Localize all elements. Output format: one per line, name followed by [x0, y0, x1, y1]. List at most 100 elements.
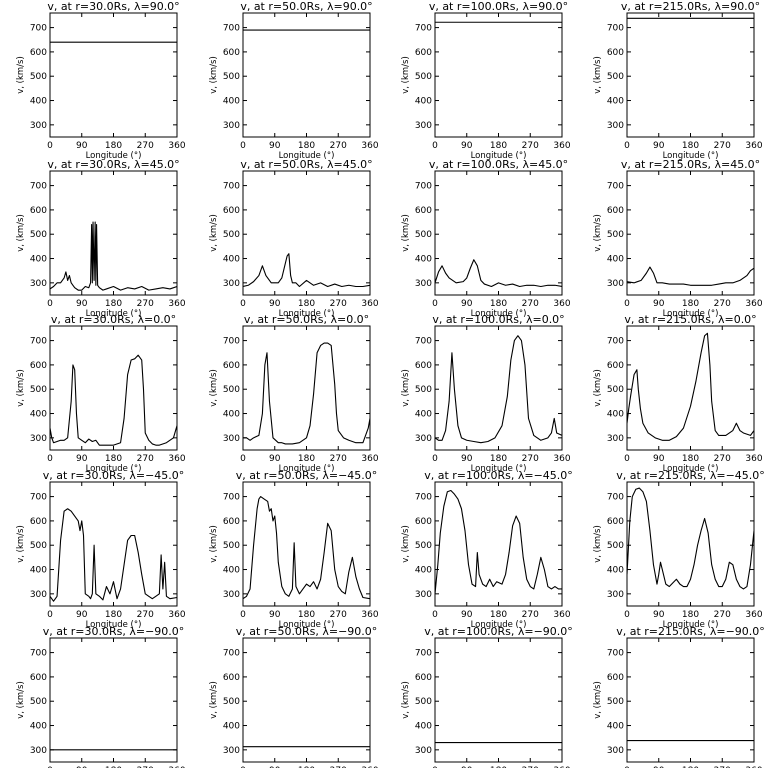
panel-title: v, at r=30.0Rs, λ=90.0°: [47, 0, 179, 13]
y-tick-label: 500: [30, 697, 47, 707]
y-tick-label: 600: [30, 361, 47, 371]
y-tick-label: 700: [30, 649, 47, 659]
y-tick-label: 500: [607, 72, 624, 82]
x-tick-label: 360: [361, 141, 378, 151]
x-tick-label: 90: [76, 610, 88, 620]
plot-frame: [434, 481, 563, 607]
x-tick-label: 360: [553, 141, 570, 151]
y-tick-label: 600: [415, 517, 432, 527]
y-axis-label: v, (km/s): [209, 56, 219, 94]
x-axis-label: Longitude (°): [471, 620, 527, 630]
panel-title: v, at r=30.0Rs, λ=−45.0°: [43, 469, 185, 482]
panel-title: v, at r=50.0Rs, λ=−90.0°: [236, 625, 378, 638]
panel-2: v, at r=50.0Rs, λ=90.0° 0 90 180 270 360 300 40…: [209, 0, 379, 161]
panel-title: v, at r=50.0Rs, λ=45.0°: [240, 158, 372, 171]
y-tick-label: 600: [415, 361, 432, 371]
y-tick-label: 700: [30, 493, 47, 503]
x-tick-label: 360: [168, 141, 185, 151]
x-tick-label: 0: [432, 299, 438, 309]
panel-12: v, at r=215.0Rs, λ=0.0° 0 90 180 270 360 300 40…: [593, 313, 763, 474]
y-tick-label: 300: [30, 121, 47, 131]
x-tick-label: 270: [522, 299, 539, 309]
panel-13: v, at r=30.0Rs, λ=−45.0° 0 90 180 270 360 300 4…: [16, 469, 186, 630]
x-tick-label: 90: [76, 454, 88, 464]
x-tick-label: 0: [624, 454, 630, 464]
x-tick-label: 180: [682, 454, 699, 464]
x-tick-label: 270: [330, 141, 347, 151]
plot-frame: [242, 12, 371, 138]
y-tick-label: 400: [30, 722, 47, 732]
panel-title: v, at r=100.0Rs, λ=90.0°: [429, 0, 568, 13]
plot-frame: [242, 637, 371, 763]
y-tick-label: 500: [223, 72, 240, 82]
y-tick-label: 500: [415, 385, 432, 395]
y-axis-label: v, (km/s): [401, 369, 411, 407]
x-tick-label: 180: [682, 141, 699, 151]
x-tick-label: 90: [269, 141, 281, 151]
x-tick-label: 360: [553, 610, 570, 620]
x-tick-label: 0: [624, 299, 630, 309]
plot-frame: [626, 170, 755, 296]
y-tick-label: 500: [223, 385, 240, 395]
x-tick-label: 270: [330, 454, 347, 464]
x-tick-label: 270: [714, 141, 731, 151]
x-tick-label: 360: [745, 299, 762, 309]
panel-title: v, at r=215.0Rs, λ=−90.0°: [616, 625, 765, 638]
x-tick-label: 0: [47, 299, 53, 309]
y-tick-label: 300: [415, 434, 432, 444]
x-tick-label: 0: [624, 141, 630, 151]
y-tick-label: 400: [30, 97, 47, 107]
x-tick-label: 0: [432, 141, 438, 151]
series-line: [627, 266, 754, 286]
y-tick-label: 400: [223, 566, 240, 576]
y-tick-label: 500: [607, 385, 624, 395]
x-tick-label: 180: [490, 299, 507, 309]
panel-6: v, at r=50.0Rs, λ=45.0° 0 90 180 270 360 300 40…: [209, 158, 379, 319]
x-tick-label: 360: [361, 610, 378, 620]
x-tick-label: 360: [745, 141, 762, 151]
x-tick-label: 90: [461, 141, 473, 151]
x-tick-label: 270: [522, 610, 539, 620]
y-tick-label: 700: [607, 182, 624, 192]
panel-3: v, at r=100.0Rs, λ=90.0° 0 90 180 270 360 300 4…: [401, 0, 571, 161]
y-axis-label: v, (km/s): [16, 525, 26, 563]
y-tick-label: 600: [30, 673, 47, 683]
x-tick-label: 360: [553, 454, 570, 464]
x-tick-label: 180: [105, 610, 122, 620]
x-tick-label: 180: [298, 141, 315, 151]
y-tick-label: 400: [223, 255, 240, 265]
y-tick-label: 300: [223, 746, 240, 756]
x-tick-label: 360: [745, 454, 762, 464]
panel-11: v, at r=100.0Rs, λ=0.0° 0 90 180 270 360 300 40…: [401, 313, 571, 474]
y-axis-label: v, (km/s): [593, 525, 603, 563]
x-tick-label: 90: [269, 610, 281, 620]
y-tick-label: 500: [415, 230, 432, 240]
y-tick-label: 700: [223, 337, 240, 347]
plot-frame: [434, 170, 563, 296]
y-tick-label: 400: [607, 722, 624, 732]
panel-title: v, at r=215.0Rs, λ=0.0°: [624, 313, 756, 326]
y-tick-label: 700: [415, 493, 432, 503]
y-tick-label: 600: [415, 48, 432, 58]
x-tick-label: 0: [47, 454, 53, 464]
y-tick-label: 700: [30, 24, 47, 34]
y-tick-label: 600: [223, 361, 240, 371]
panel-4: v, at r=215.0Rs, λ=90.0° 0 90 180 270 360 300 4…: [593, 0, 763, 161]
x-axis-label: Longitude (°): [471, 151, 527, 161]
y-tick-label: 600: [607, 673, 624, 683]
y-tick-label: 600: [30, 517, 47, 527]
y-tick-label: 700: [607, 337, 624, 347]
y-tick-label: 600: [30, 206, 47, 216]
y-tick-label: 400: [30, 255, 47, 265]
panel-title: v, at r=50.0Rs, λ=−45.0°: [236, 469, 378, 482]
series-line: [243, 342, 370, 445]
y-axis-label: v, (km/s): [16, 56, 26, 94]
panel-title: v, at r=215.0Rs, λ=45.0°: [621, 158, 760, 171]
y-tick-label: 600: [223, 206, 240, 216]
y-axis-label: v, (km/s): [16, 369, 26, 407]
x-tick-label: 90: [461, 454, 473, 464]
y-tick-label: 500: [415, 541, 432, 551]
y-tick-label: 300: [415, 590, 432, 600]
x-tick-label: 270: [137, 299, 154, 309]
x-tick-label: 0: [47, 610, 53, 620]
